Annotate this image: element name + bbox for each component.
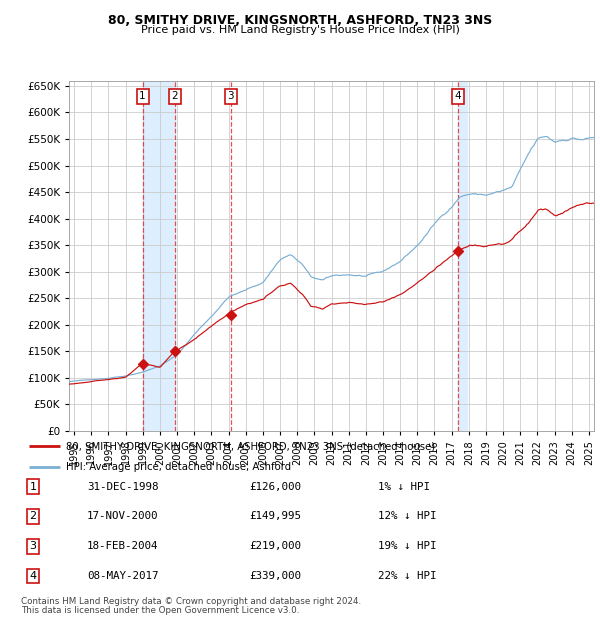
Text: Contains HM Land Registry data © Crown copyright and database right 2024.: Contains HM Land Registry data © Crown c…: [21, 597, 361, 606]
Text: 3: 3: [227, 91, 234, 101]
Text: Price paid vs. HM Land Registry's House Price Index (HPI): Price paid vs. HM Land Registry's House …: [140, 25, 460, 35]
Text: 1: 1: [139, 91, 146, 101]
Text: 31-DEC-1998: 31-DEC-1998: [87, 482, 158, 492]
Text: 18-FEB-2004: 18-FEB-2004: [87, 541, 158, 551]
Text: £339,000: £339,000: [249, 571, 301, 581]
Bar: [458, 81, 467, 431]
Text: 12% ↓ HPI: 12% ↓ HPI: [378, 512, 437, 521]
Text: £126,000: £126,000: [249, 482, 301, 492]
Text: 1: 1: [29, 482, 37, 492]
Text: 22% ↓ HPI: 22% ↓ HPI: [378, 571, 437, 581]
Text: 4: 4: [29, 571, 37, 581]
Text: 19% ↓ HPI: 19% ↓ HPI: [378, 541, 437, 551]
Bar: [143, 81, 175, 431]
Text: 08-MAY-2017: 08-MAY-2017: [87, 571, 158, 581]
Text: 4: 4: [455, 91, 461, 101]
Text: This data is licensed under the Open Government Licence v3.0.: This data is licensed under the Open Gov…: [21, 606, 299, 615]
Text: £149,995: £149,995: [249, 512, 301, 521]
Text: 3: 3: [29, 541, 37, 551]
Text: 2: 2: [172, 91, 178, 101]
Text: £219,000: £219,000: [249, 541, 301, 551]
Text: 80, SMITHY DRIVE, KINGSNORTH, ASHFORD, TN23 3NS (detached house): 80, SMITHY DRIVE, KINGSNORTH, ASHFORD, T…: [66, 441, 435, 451]
Text: 17-NOV-2000: 17-NOV-2000: [87, 512, 158, 521]
Text: 80, SMITHY DRIVE, KINGSNORTH, ASHFORD, TN23 3NS: 80, SMITHY DRIVE, KINGSNORTH, ASHFORD, T…: [108, 14, 492, 27]
Text: 2: 2: [29, 512, 37, 521]
Text: HPI: Average price, detached house, Ashford: HPI: Average price, detached house, Ashf…: [66, 463, 291, 472]
Text: 1% ↓ HPI: 1% ↓ HPI: [378, 482, 430, 492]
